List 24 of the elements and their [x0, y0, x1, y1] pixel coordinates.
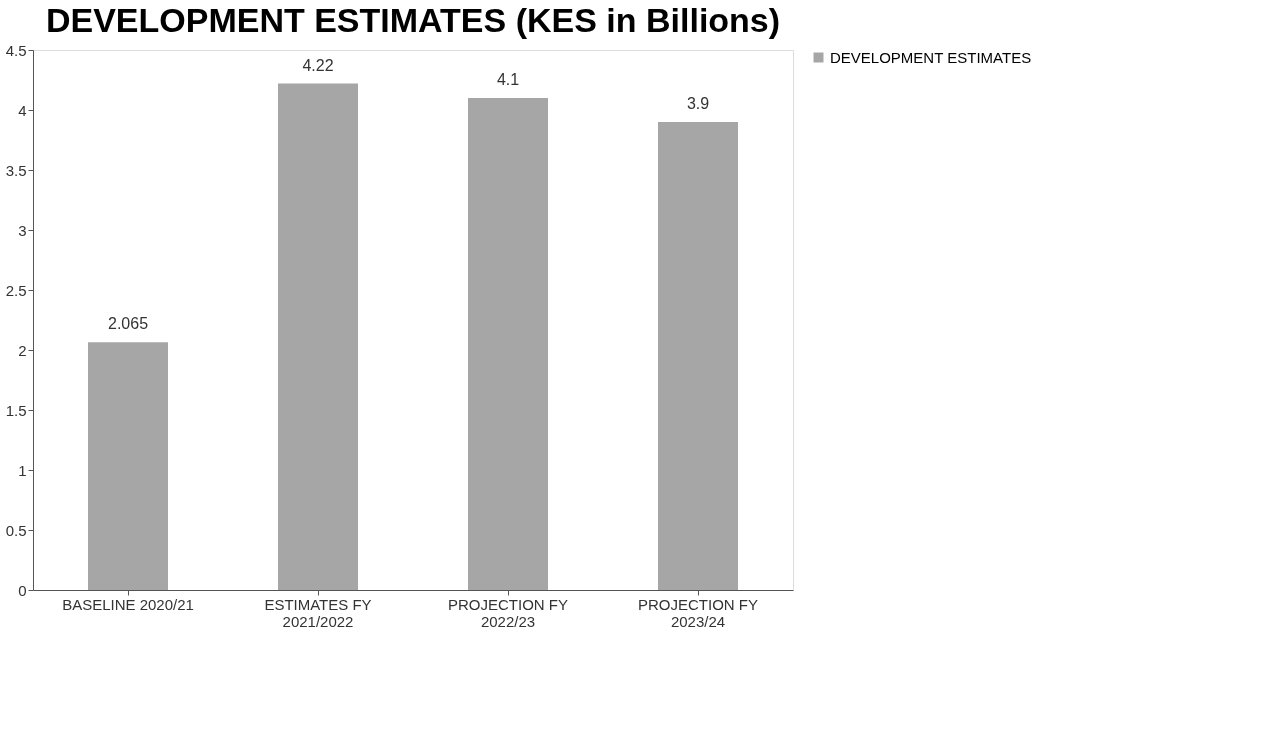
data-label: 4.1 — [496, 71, 520, 88]
chart-title: DEVELOPMENT ESTIMATES (KES in Billions) — [45, 1, 781, 39]
y-tick-label: 0 — [18, 581, 27, 599]
y-tick-label: 4 — [18, 101, 27, 119]
y-tick-label: 3 — [18, 221, 27, 239]
y-tick-label: 3.5 — [5, 161, 27, 179]
x-tick-label: PROJECTION FY 2023/24 — [637, 595, 759, 630]
x-tick-label: BASELINE 2020/21 — [62, 595, 194, 613]
y-tick-label: 1 — [18, 461, 27, 479]
data-label: 4.22 — [302, 56, 334, 74]
bar — [468, 98, 548, 590]
x-tick-label: PROJECTION FY 2022/23 — [447, 595, 569, 630]
x-tick-label: ESTIMATES FY 2021/2022 — [264, 595, 372, 630]
data-label: 3.9 — [686, 95, 710, 112]
y-tick-label: 2 — [18, 341, 27, 359]
y-tick-label: 4.5 — [5, 41, 27, 59]
bar — [658, 122, 738, 590]
bar — [278, 83, 358, 590]
y-tick-label: 0.5 — [5, 521, 27, 539]
data-label: 2.065 — [107, 315, 149, 333]
legend-label: DEVELOPMENT ESTIMATES — [830, 48, 1032, 66]
bar — [88, 342, 168, 590]
y-tick-label: 2.5 — [5, 281, 27, 299]
y-tick-label: 1.5 — [5, 401, 27, 419]
